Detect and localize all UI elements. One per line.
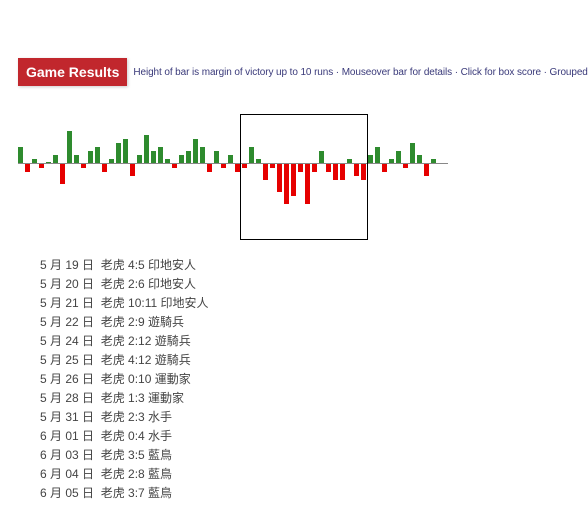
chart-bar[interactable] — [417, 118, 423, 238]
chart-bar[interactable] — [102, 118, 108, 238]
results-badge: Game Results — [18, 58, 127, 86]
chart-bar[interactable] — [193, 118, 199, 238]
game-row[interactable]: 5 月 31 日 老虎 2:3 水手 — [40, 408, 588, 426]
chart-bar[interactable] — [39, 118, 45, 238]
chart-bar[interactable] — [389, 118, 395, 238]
chart-bar[interactable] — [375, 118, 381, 238]
game-row[interactable]: 5 月 20 日 老虎 2:6 印地安人 — [40, 275, 588, 293]
chart-bar[interactable] — [67, 118, 73, 238]
chart-bar[interactable] — [221, 118, 227, 238]
chart-bar[interactable] — [116, 118, 122, 238]
chart-bar[interactable] — [137, 118, 143, 238]
chart-bar[interactable] — [95, 118, 101, 238]
chart-bar[interactable] — [74, 118, 80, 238]
chart-bar[interactable] — [214, 118, 220, 238]
chart-bar[interactable] — [144, 118, 150, 238]
margin-chart — [18, 118, 448, 238]
chart-bar[interactable] — [396, 118, 402, 238]
chart-bar[interactable] — [382, 118, 388, 238]
game-row[interactable]: 6 月 01 日 老虎 0:4 水手 — [40, 427, 588, 445]
chart-bar[interactable] — [158, 118, 164, 238]
highlight-box — [240, 114, 368, 240]
chart-bar[interactable] — [368, 118, 374, 238]
chart-bar[interactable] — [88, 118, 94, 238]
chart-bar[interactable] — [228, 118, 234, 238]
chart-bar[interactable] — [109, 118, 115, 238]
game-row[interactable]: 5 月 21 日 老虎 10:11 印地安人 — [40, 294, 588, 312]
chart-bar[interactable] — [403, 118, 409, 238]
chart-bar[interactable] — [424, 118, 430, 238]
game-row[interactable]: 5 月 24 日 老虎 2:12 遊騎兵 — [40, 332, 588, 350]
game-row[interactable]: 6 月 04 日 老虎 2:8 藍鳥 — [40, 465, 588, 483]
chart-bar[interactable] — [32, 118, 38, 238]
chart-bar[interactable] — [207, 118, 213, 238]
chart-bar[interactable] — [60, 118, 66, 238]
chart-bar[interactable] — [186, 118, 192, 238]
chart-bar[interactable] — [53, 118, 59, 238]
chart-bar[interactable] — [172, 118, 178, 238]
chart-bars — [18, 118, 438, 238]
chart-bar[interactable] — [130, 118, 136, 238]
game-row[interactable]: 5 月 25 日 老虎 4:12 遊騎兵 — [40, 351, 588, 369]
chart-bar[interactable] — [410, 118, 416, 238]
game-row[interactable]: 5 月 26 日 老虎 0:10 運動家 — [40, 370, 588, 388]
game-row[interactable]: 5 月 19 日 老虎 4:5 印地安人 — [40, 256, 588, 274]
chart-bar[interactable] — [123, 118, 129, 238]
chart-bar[interactable] — [431, 118, 437, 238]
chart-bar[interactable] — [179, 118, 185, 238]
results-subtitle: Height of bar is margin of victory up to… — [133, 67, 588, 78]
chart-bar[interactable] — [165, 118, 171, 238]
chart-bar[interactable] — [200, 118, 206, 238]
chart-bar[interactable] — [18, 118, 24, 238]
chart-bar[interactable] — [46, 118, 52, 238]
chart-bar[interactable] — [25, 118, 31, 238]
header: Game Results Height of bar is margin of … — [0, 58, 588, 86]
game-row[interactable]: 5 月 22 日 老虎 2:9 遊騎兵 — [40, 313, 588, 331]
game-list: 5 月 19 日 老虎 4:5 印地安人5 月 20 日 老虎 2:6 印地安人… — [40, 256, 588, 502]
chart-bar[interactable] — [81, 118, 87, 238]
game-row[interactable]: 6 月 05 日 老虎 3:7 藍鳥 — [40, 484, 588, 502]
game-row[interactable]: 6 月 03 日 老虎 3:5 藍鳥 — [40, 446, 588, 464]
game-row[interactable]: 5 月 28 日 老虎 1:3 運動家 — [40, 389, 588, 407]
chart-bar[interactable] — [151, 118, 157, 238]
